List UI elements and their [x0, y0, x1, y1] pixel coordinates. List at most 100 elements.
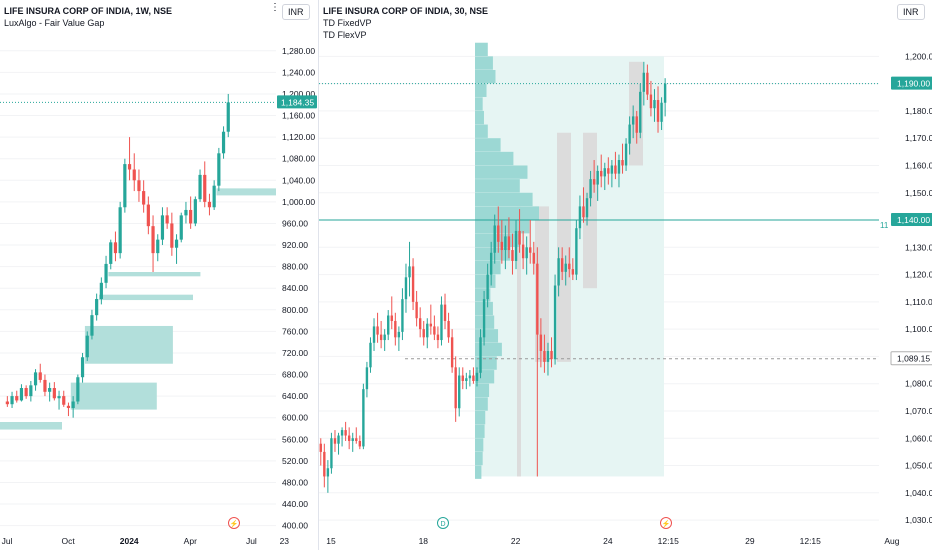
dividend-event-icon	[437, 517, 449, 529]
y-tick-label: 1,120.00	[282, 132, 315, 142]
x-tick-label: 24	[603, 536, 613, 546]
left-event-markers: ⚡	[228, 517, 240, 529]
candle-body	[394, 320, 397, 338]
volume-profile-bar	[475, 410, 486, 425]
x-tick-label: 15	[326, 536, 336, 546]
y-tick-label: 880.00	[282, 262, 308, 272]
y-tick-label: 680.00	[282, 370, 308, 380]
last-price-badge	[891, 76, 932, 90]
candle-body	[507, 236, 511, 251]
y-tick-label: 600.00	[282, 413, 308, 423]
earnings-event-icon	[660, 517, 672, 529]
x-tick-label: Jul	[246, 536, 257, 546]
candle-body	[80, 357, 85, 378]
candle-body	[212, 185, 216, 208]
y-tick-label: 1,200.00	[282, 89, 315, 99]
volume-profile-bar	[475, 192, 533, 207]
weekly-candlestick-chart[interactable]: 400.00 440.00 480.00 520.00 560.00 600.00 640.…	[0, 0, 318, 550]
candle-body	[337, 435, 340, 444]
candle-body	[482, 299, 486, 338]
candle-body	[333, 438, 337, 444]
candle-body	[76, 377, 80, 402]
candle-body	[347, 435, 351, 441]
y-tick-label: 1,000.00	[282, 197, 315, 207]
candle-body	[109, 242, 113, 264]
y-tick-label: 480.00	[282, 477, 308, 487]
candle-body	[355, 438, 358, 441]
candle-body	[450, 337, 454, 368]
x-tick-label: 18	[419, 536, 429, 546]
candle-body	[408, 266, 411, 278]
flex-profile-column	[629, 61, 643, 166]
candle-body	[52, 388, 56, 399]
candle-body	[415, 301, 418, 319]
candle-body	[486, 274, 489, 300]
candle-body	[571, 269, 575, 275]
candle-body	[123, 164, 127, 208]
candle-body	[596, 170, 599, 185]
volume-profile-bar	[475, 329, 499, 343]
y-tick-label: 1,080.00	[905, 379, 932, 389]
more-options-icon[interactable]: ⋮	[270, 2, 280, 13]
candle-body	[550, 350, 553, 360]
left-chart-pane[interactable]: 400.00 440.00 480.00 520.00 560.00 600.00 640.…	[0, 0, 318, 550]
candle-body	[631, 116, 635, 125]
fair-value-gap-zones	[0, 188, 276, 430]
volume-profile-bar	[475, 97, 483, 111]
y-tick-label: 1,040.00	[282, 175, 315, 185]
intraday-candlestick-chart[interactable]: 1,030.00 1,040.00 1,050.00 1,060.00 1,070.00…	[319, 0, 932, 550]
volume-profile-bar	[475, 179, 520, 193]
candle-body	[564, 263, 567, 272]
candle-body	[468, 375, 472, 379]
candle-body	[38, 372, 42, 380]
y-tick-label: 640.00	[282, 391, 308, 401]
candle-body	[585, 198, 589, 218]
y-tick-label: 1,170.00	[905, 133, 932, 143]
candle-body	[33, 372, 38, 386]
x-tick-label: Oct	[61, 536, 75, 546]
last-price-label: 1,184.35	[281, 97, 314, 107]
y-tick-label: 1,040.00	[905, 488, 932, 498]
left-time-axis: Jul Oct 2024 Apr Jul 23	[2, 536, 290, 546]
candle-body	[447, 320, 450, 338]
candle-body	[560, 258, 564, 272]
y-tick-label: 1,050.00	[905, 461, 932, 471]
candle-body	[184, 209, 188, 216]
right-indicator-2-label[interactable]: TD FlexVP	[323, 30, 367, 40]
val-price-label: 1,089.15	[897, 354, 930, 364]
candle-body	[326, 468, 330, 477]
candle-body	[660, 102, 663, 122]
candle-body	[461, 375, 464, 381]
candle-body	[653, 100, 656, 109]
candle-body	[518, 230, 521, 245]
candle-body	[418, 318, 422, 330]
flex-profile-column	[517, 206, 521, 477]
candle-body	[15, 396, 19, 401]
candle-body	[621, 160, 624, 166]
candle-body	[170, 223, 174, 248]
right-currency-button[interactable]: INR	[897, 4, 925, 20]
candle-body	[454, 367, 457, 409]
volume-profile-bar	[475, 206, 539, 220]
volume-profile-bar	[475, 424, 485, 438]
right-chart-pane[interactable]: 1,030.00 1,040.00 1,050.00 1,060.00 1,070.00…	[318, 0, 932, 550]
candle-body	[529, 247, 532, 253]
right-indicator-1-label[interactable]: TD FixedVP	[323, 18, 372, 28]
y-tick-label: 1,200.00	[905, 51, 932, 61]
candle-body	[365, 367, 369, 390]
candle-body	[624, 143, 628, 166]
lightning-icon: ⚡	[230, 519, 239, 528]
left-currency-button[interactable]: INR	[282, 4, 310, 20]
candle-body	[546, 350, 550, 362]
candle-body	[376, 326, 379, 335]
y-tick-label: 1,160.00	[905, 160, 932, 170]
candle-body	[557, 258, 560, 286]
candle-body	[19, 388, 24, 401]
candle-body	[514, 230, 518, 261]
left-indicator-label[interactable]: LuxAlgo - Fair Value Gap	[4, 18, 105, 28]
candle-body	[95, 298, 99, 316]
x-tick-label: Jul	[2, 536, 13, 546]
candle-body	[351, 438, 354, 441]
volume-profile-bar	[475, 383, 490, 398]
candle-body	[113, 242, 118, 254]
